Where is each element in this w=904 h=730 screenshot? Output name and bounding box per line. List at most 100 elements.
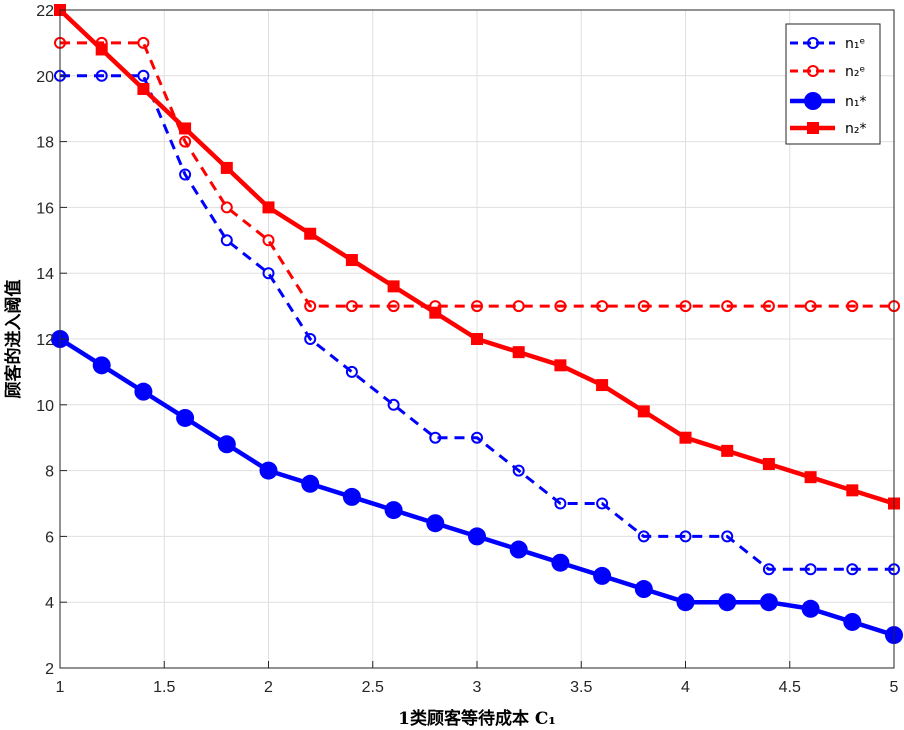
series-marker	[512, 300, 525, 313]
y-tick-label: 6	[45, 529, 54, 546]
series-marker	[429, 306, 442, 319]
series-marker	[345, 254, 358, 267]
series-marker	[220, 201, 233, 214]
series-marker	[804, 300, 817, 313]
series-marker	[596, 379, 609, 392]
series-marker	[807, 37, 819, 49]
series-marker	[429, 431, 442, 444]
series-2	[54, 36, 900, 313]
series-marker	[468, 527, 486, 546]
series-marker	[762, 563, 775, 576]
series-marker	[220, 161, 233, 174]
series-marker	[721, 300, 734, 313]
series-marker	[676, 593, 695, 612]
series-marker	[95, 69, 108, 82]
series-marker	[137, 36, 150, 49]
y-tick-label: 2	[45, 661, 54, 678]
series-marker	[176, 408, 195, 427]
y-tick-label: 14	[36, 266, 54, 283]
series-marker	[804, 471, 817, 484]
x-tick-label: 2.5	[362, 679, 384, 696]
series-marker	[387, 280, 400, 293]
series-marker	[679, 300, 692, 313]
legend: n₁ᵉ n₂ᵉ n₁* n₂*	[785, 23, 881, 145]
series-marker	[259, 461, 278, 480]
series-marker	[679, 431, 692, 444]
series-marker	[637, 530, 650, 543]
legend-label: n₂ᵉ	[845, 64, 865, 80]
series-marker	[387, 398, 400, 411]
series-marker	[807, 65, 819, 77]
series-marker	[721, 444, 734, 457]
y-axis-title: 顾客的进入阈值	[3, 280, 24, 399]
series-marker	[92, 356, 111, 375]
series-marker	[846, 563, 859, 576]
series-4	[54, 4, 900, 510]
series-marker	[342, 487, 361, 506]
series-marker	[804, 563, 817, 576]
series-marker	[637, 300, 650, 313]
y-tick-label: 10	[36, 398, 54, 415]
series-marker	[554, 359, 567, 372]
series-marker	[596, 497, 609, 510]
series-marker	[554, 497, 567, 510]
series-marker	[846, 484, 859, 497]
series-marker	[220, 234, 233, 247]
series-marker	[262, 201, 275, 214]
x-tick-label: 1	[56, 679, 65, 696]
series-marker	[471, 333, 483, 345]
series-marker	[304, 227, 317, 240]
series-line	[60, 74, 894, 571]
y-tick-label: 8	[45, 464, 54, 481]
series-marker	[759, 593, 778, 612]
series-marker	[217, 435, 236, 454]
series-marker	[762, 458, 775, 471]
x-tick-label: 3	[473, 679, 482, 696]
legend-label: n₁*	[845, 94, 867, 110]
series-marker	[304, 300, 317, 313]
y-tick-label: 20	[36, 69, 54, 86]
series-marker	[345, 365, 358, 378]
series-marker	[345, 300, 358, 313]
series-marker	[95, 43, 108, 56]
series-marker	[304, 333, 317, 345]
series-marker	[554, 300, 567, 313]
series-marker	[804, 92, 822, 110]
x-tick-label: 5	[890, 679, 899, 696]
x-tick-label: 4.5	[779, 679, 801, 696]
series-marker	[262, 234, 275, 247]
x-axis-title: 1类顾客等待成本 C₁	[398, 708, 556, 729]
x-tick-label: 1.5	[153, 679, 175, 696]
series-marker	[807, 122, 819, 134]
y-tick-label: 18	[36, 135, 54, 152]
series-marker	[551, 553, 570, 572]
series-marker	[134, 382, 153, 401]
legend-label: n₂*	[845, 121, 867, 137]
series-marker	[471, 300, 483, 313]
legend-label: n₁ᵉ	[845, 36, 865, 52]
y-tick-label: 22	[36, 3, 54, 20]
series-marker	[509, 540, 528, 559]
series-marker	[137, 82, 150, 95]
series-marker	[679, 530, 692, 543]
series-marker	[426, 514, 445, 533]
series-marker	[512, 464, 525, 477]
y-tick-label: 4	[45, 595, 54, 612]
series-marker	[384, 501, 403, 520]
series-marker	[846, 300, 859, 313]
series-marker	[593, 566, 612, 585]
series-marker	[762, 300, 775, 313]
series-marker	[301, 474, 320, 493]
y-tick-label: 16	[36, 200, 54, 217]
y-axis-ticks: 2 4 6 8 10 12 14 16 18 20 22	[36, 3, 67, 678]
series-line	[60, 41, 894, 308]
series-layer	[51, 4, 903, 645]
series-marker	[471, 431, 483, 444]
series-marker	[179, 122, 192, 135]
y-tick-label: 12	[36, 332, 54, 349]
x-tick-label: 3.5	[570, 679, 592, 696]
x-tick-label: 2	[264, 679, 273, 696]
series-marker	[596, 300, 609, 313]
series-marker	[179, 135, 192, 148]
